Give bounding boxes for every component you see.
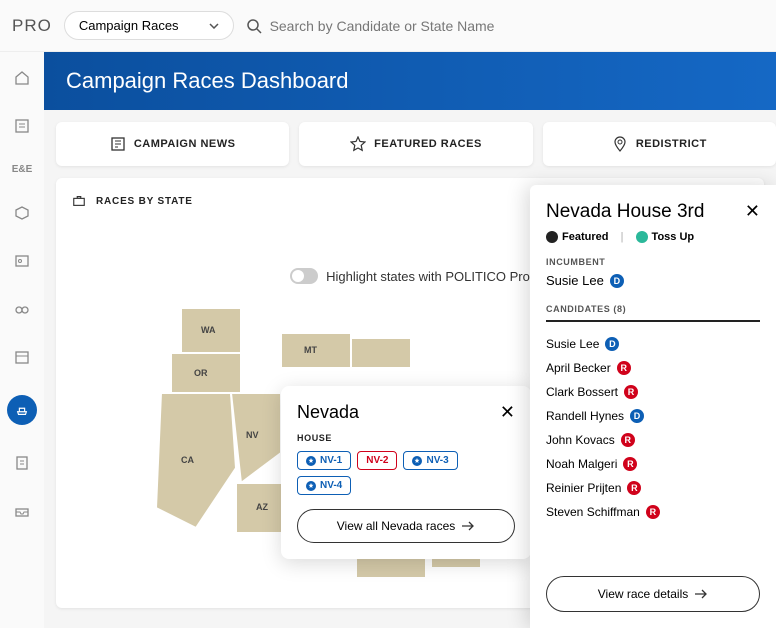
race-title: Nevada House 3rd <box>546 201 760 223</box>
inbox-icon[interactable] <box>12 501 32 521</box>
district-pill[interactable]: NV-3 <box>403 451 457 470</box>
tile-redistrict[interactable]: REDISTRICT <box>543 122 776 166</box>
tile-label: CAMPAIGN NEWS <box>134 138 236 150</box>
home-icon[interactable] <box>12 68 32 88</box>
svg-text:OR: OR <box>194 368 208 378</box>
candidates-label: CANDIDATES (8) <box>546 304 760 314</box>
party-badge: D <box>630 409 644 423</box>
close-icon[interactable]: ✕ <box>745 201 760 222</box>
tile-campaign-news[interactable]: CAMPAIGN NEWS <box>56 122 289 166</box>
incumbent: Susie Lee D <box>546 273 760 288</box>
calendar-icon[interactable] <box>12 347 32 367</box>
house-label: HOUSE <box>297 433 515 443</box>
search-placeholder: Search by Candidate or State Name <box>270 18 495 34</box>
sidebar: E&E <box>0 52 44 628</box>
candidate-row: Randell HynesD <box>546 404 760 428</box>
party-badge: R <box>617 361 631 375</box>
party-badge: R <box>627 481 641 495</box>
chevron-down-icon <box>209 23 219 29</box>
briefcase-icon <box>72 194 86 208</box>
svg-text:MT: MT <box>304 345 317 355</box>
close-icon[interactable]: ✕ <box>500 402 515 423</box>
district-pill[interactable]: NV-4 <box>297 476 351 495</box>
search-icon <box>246 18 262 34</box>
tile-label: FEATURED RACES <box>374 138 482 150</box>
view-race-details-button[interactable]: View race details <box>546 576 760 612</box>
district-pills: NV-1 NV-2 NV-3 NV-4 <box>297 451 515 495</box>
binoculars-icon[interactable] <box>12 299 32 319</box>
dropdown-label: Campaign Races <box>79 18 179 33</box>
candidate-row: Susie LeeD <box>546 332 760 356</box>
party-badge: R <box>621 433 635 447</box>
candidate-row: April BeckerR <box>546 356 760 380</box>
race-badges: Featured | Toss Up <box>546 231 760 243</box>
tiles-row: CAMPAIGN NEWS FEATURED RACES REDISTRICT <box>44 110 776 178</box>
candidate-list: Susie LeeDApril BeckerRClark BossertRRan… <box>546 320 760 524</box>
search[interactable]: Search by Candidate or State Name <box>246 18 495 34</box>
party-badge: R <box>624 385 638 399</box>
candidate-row: John KovacsR <box>546 428 760 452</box>
race-panel: Nevada House 3rd ✕ Featured | Toss Up IN… <box>530 185 776 628</box>
ee-icon[interactable]: E&E <box>12 164 33 175</box>
section-dropdown[interactable]: Campaign Races <box>64 11 234 40</box>
status-badge: Toss Up <box>636 231 695 243</box>
candidate-row: Clark BossertR <box>546 380 760 404</box>
candidate-row: Reinier PrijtenR <box>546 476 760 500</box>
party-badge: R <box>646 505 660 519</box>
svg-text:CA: CA <box>181 455 194 465</box>
pin-tile-icon <box>612 136 628 152</box>
package-icon[interactable] <box>12 203 32 223</box>
document-icon[interactable] <box>12 453 32 473</box>
svg-text:WA: WA <box>201 325 216 335</box>
news-tile-icon <box>110 136 126 152</box>
banner-title: Campaign Races Dashboard <box>44 52 776 110</box>
campaign-icon[interactable] <box>7 395 37 425</box>
highlight-toggle[interactable] <box>290 268 318 284</box>
star-tile-icon <box>350 136 366 152</box>
party-badge: R <box>623 457 637 471</box>
district-pill[interactable]: NV-2 <box>357 451 397 470</box>
svg-text:NV: NV <box>246 430 259 440</box>
logo: PRO <box>12 16 52 36</box>
state-popup-title: Nevada <box>297 402 515 423</box>
candidate-row: Noah MalgeriR <box>546 452 760 476</box>
id-icon[interactable] <box>12 251 32 271</box>
tile-featured-races[interactable]: FEATURED RACES <box>299 122 532 166</box>
incumbent-label: INCUMBENT <box>546 257 760 267</box>
topbar: PRO Campaign Races Search by Candidate o… <box>0 0 776 52</box>
party-badge: D <box>605 337 619 351</box>
district-pill[interactable]: NV-1 <box>297 451 351 470</box>
news-icon[interactable] <box>12 116 32 136</box>
state-popup: Nevada ✕ HOUSE NV-1 NV-2 NV-3 NV-4 View all… <box>281 386 531 559</box>
toggle-label: Highlight states with POLITICO Pro <box>326 269 530 284</box>
arrow-right-icon <box>461 521 475 531</box>
featured-badge: Featured <box>546 231 608 243</box>
tile-label: REDISTRICT <box>636 138 707 150</box>
arrow-right-icon <box>694 589 708 599</box>
party-badge: D <box>610 274 624 288</box>
candidate-row: Steven SchiffmanR <box>546 500 760 524</box>
svg-text:AZ: AZ <box>256 502 268 512</box>
view-all-races-button[interactable]: View all Nevada races <box>297 509 515 543</box>
